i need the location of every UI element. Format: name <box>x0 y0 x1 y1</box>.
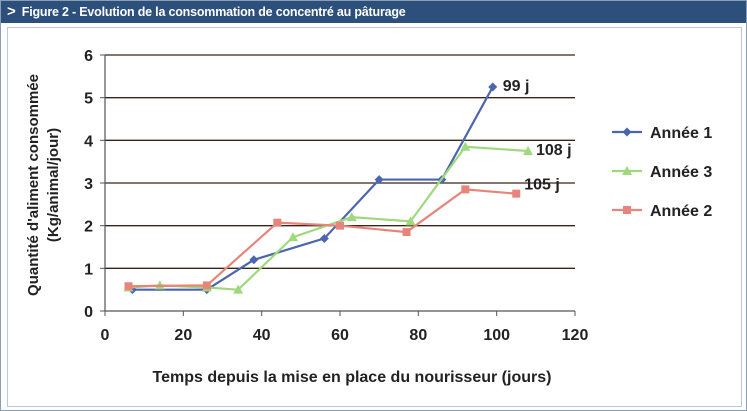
y-tick-label: 6 <box>84 48 93 65</box>
legend-marker <box>622 127 632 137</box>
data-point <box>124 282 133 291</box>
x-tick-label: 0 <box>101 327 110 344</box>
series-line <box>132 86 494 291</box>
y-axis-label-line2: (Kg/animal/jour) <box>45 128 62 242</box>
x-tick-label: 20 <box>174 327 192 344</box>
y-tick-label: 3 <box>84 176 93 193</box>
x-tick-label: 60 <box>331 327 349 344</box>
y-tick-label: 0 <box>84 304 93 321</box>
legend-item: Année 3 <box>612 164 712 181</box>
data-point <box>288 232 298 242</box>
data-point <box>523 146 533 155</box>
data-point <box>346 212 357 222</box>
y-tick-label: 5 <box>84 91 93 108</box>
y-tick-label: 1 <box>84 261 93 278</box>
legend-label: Année 1 <box>650 125 712 142</box>
data-point <box>402 228 411 237</box>
data-point <box>319 233 329 243</box>
chart-legend: Année 1 Année 3 Année 2 <box>612 125 712 220</box>
y-tick-label: 2 <box>84 219 93 236</box>
legend-label: Année 3 <box>650 164 712 181</box>
legend-item: Année 2 <box>612 203 712 220</box>
legend-label: Année 2 <box>650 203 712 220</box>
legend-item: Année 1 <box>612 125 712 142</box>
y-tick-label: 4 <box>84 133 93 150</box>
x-tick-label: 120 <box>562 327 589 344</box>
x-tick-label: 100 <box>483 327 510 344</box>
data-point <box>249 255 259 265</box>
chart-series: 99 j 108 j 105 j <box>123 78 572 295</box>
data-point <box>336 221 344 230</box>
series-ann-e-2: 105 j <box>124 177 560 291</box>
data-point <box>233 284 244 294</box>
figure-title: Figure 2 - Evolution de la consommation … <box>21 5 406 19</box>
data-point <box>405 216 416 226</box>
legend-marker <box>623 206 631 214</box>
data-point <box>202 281 211 290</box>
x-axis-label: Temps depuis la mise en place du nouriss… <box>153 369 552 386</box>
end-label: 99 j <box>503 78 530 95</box>
y-axis-label-line1: Quantité d'aliment consommée <box>25 74 42 296</box>
data-point <box>512 189 521 198</box>
data-point <box>488 82 498 92</box>
figure-banner: > Figure 2 - Evolution de la consommatio… <box>1 1 746 23</box>
legend-marker <box>622 166 632 175</box>
x-tick-label: 40 <box>253 327 271 344</box>
data-point <box>461 185 470 194</box>
end-label: 108 j <box>536 142 572 159</box>
banner-arrow-icon: > <box>7 3 16 20</box>
data-point <box>460 141 471 151</box>
x-tick-label: 80 <box>409 327 427 344</box>
series-ann-e-3: 108 j <box>123 141 572 294</box>
end-label: 105 j <box>524 177 560 194</box>
chart-panel <box>7 27 742 407</box>
data-point <box>273 218 282 227</box>
data-point <box>374 175 384 185</box>
